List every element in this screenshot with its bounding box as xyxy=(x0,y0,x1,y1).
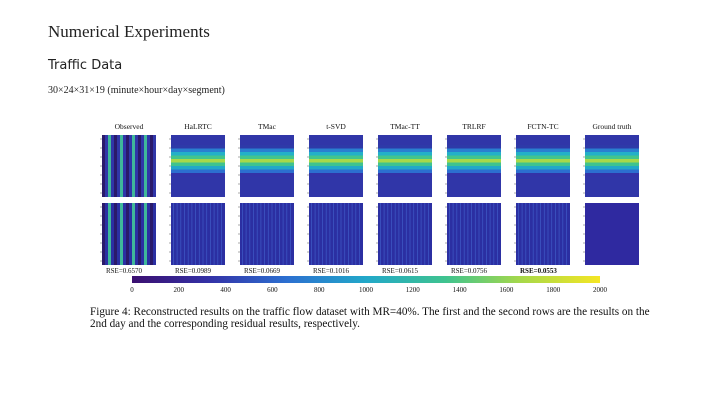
reconstruction-panel xyxy=(238,135,294,197)
residual-panel xyxy=(169,203,225,265)
rse-label: RSE=0.6570 xyxy=(106,267,143,275)
method-label: TMac-TT xyxy=(390,122,420,131)
figure-panels: Observed HaLRTC TMac t-SVD TMac-TT TRLRF FCTN-… xyxy=(100,122,639,294)
residual-panel xyxy=(238,203,294,265)
colorbar-tick-label: 600 xyxy=(267,286,278,294)
reconstruction-panel xyxy=(514,135,570,197)
rse-label: RSE=0.0989 xyxy=(175,267,212,275)
colorbar-tick-label: 0 xyxy=(130,286,134,294)
reconstruction-panel xyxy=(583,135,639,197)
figure-caption: Figure 4: Reconstructed results on the t… xyxy=(90,306,650,330)
tensor-dimensions: 30×24×31×19 (minute×hour×day×segment) xyxy=(48,85,225,96)
residual-panel xyxy=(445,203,501,265)
colorbar-tick-label: 1000 xyxy=(359,286,374,294)
residual-panel xyxy=(514,203,570,265)
colorbar-tick-label: 400 xyxy=(220,286,231,294)
method-label: t-SVD xyxy=(326,122,346,131)
residual-panel xyxy=(376,203,432,265)
figure-traffic-reconstruction: Observed HaLRTC TMac t-SVD TMac-TT TRLRF FCTN-… xyxy=(88,118,650,333)
residual-panel xyxy=(583,203,639,265)
reconstruction-panel xyxy=(445,135,501,197)
method-label: Ground truth xyxy=(593,122,632,131)
slide-title: Numerical Experiments xyxy=(48,22,210,41)
slide-subtitle: Traffic Data xyxy=(48,58,123,73)
colorbar-tick-label: 1400 xyxy=(453,286,468,294)
rse-label: RSE=0.0615 xyxy=(382,267,419,275)
method-label: TMac xyxy=(258,122,277,131)
reconstruction-panel xyxy=(307,135,363,197)
colorbar-tick-label: 200 xyxy=(174,286,185,294)
colorbar-tick-label: 800 xyxy=(314,286,325,294)
method-label: TRLRF xyxy=(462,122,485,131)
residual-panel xyxy=(100,203,156,265)
residual-panel xyxy=(307,203,363,265)
colorbar-tick-label: 2000 xyxy=(593,286,608,294)
method-label: FCTN-TC xyxy=(527,122,558,131)
colorbar-tick-label: 1200 xyxy=(406,286,421,294)
rse-label: RSE=0.0553 xyxy=(520,267,557,275)
colorbar xyxy=(132,276,600,283)
rse-label: RSE=0.0669 xyxy=(244,267,281,275)
colorbar-tick-label: 1800 xyxy=(546,286,561,294)
method-label: HaLRTC xyxy=(184,122,211,131)
method-label: Observed xyxy=(115,122,144,131)
rse-label: RSE=0.0756 xyxy=(451,267,488,275)
rse-label: RSE=0.1016 xyxy=(313,267,350,275)
reconstruction-panel xyxy=(376,135,432,197)
reconstruction-panel xyxy=(169,135,225,197)
reconstruction-panel xyxy=(100,135,156,197)
colorbar-tick-label: 1600 xyxy=(499,286,514,294)
